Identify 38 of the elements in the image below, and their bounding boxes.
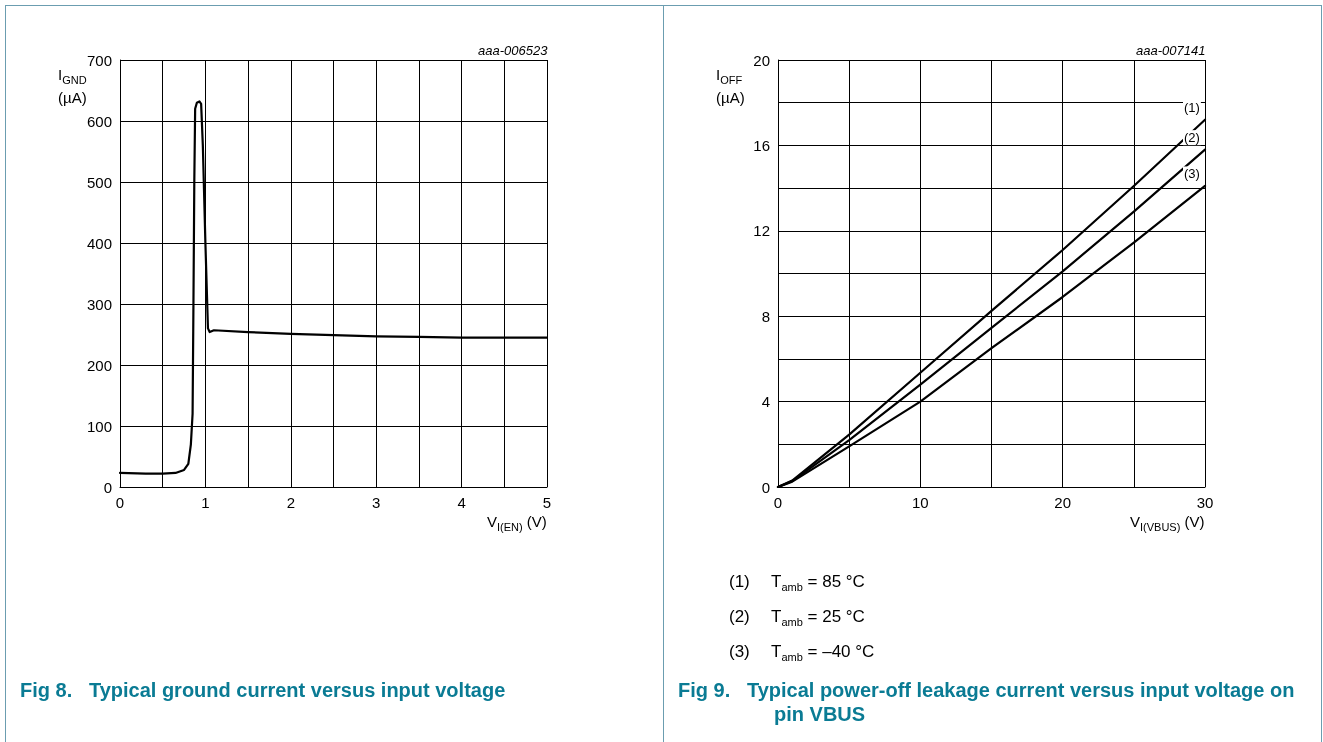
text: aaa-006523 [478, 42, 548, 59]
text: aaa-007141 [1136, 42, 1206, 59]
y-tick-label: 16 [753, 136, 770, 154]
y-tick-label: 8 [761, 307, 770, 325]
y-tick-label: 600 [86, 112, 112, 130]
y-tick-label: 100 [86, 417, 112, 435]
y-tick-label: 20 [753, 51, 770, 69]
x-tick-label: 4 [457, 494, 466, 511]
text: (1) T$_{amb}$ = 85 °C [729, 572, 865, 594]
y-tick-label: 12 [753, 222, 770, 240]
y-axis-title: I$_{GND}$ (µA) [58, 66, 87, 106]
y-tick-label: 700 [86, 51, 112, 69]
x-tick-label: 1 [201, 494, 210, 511]
y-tick-label: 200 [86, 356, 112, 374]
x-tick-label: 0 [115, 494, 125, 511]
text: Fig 8. Typical ground current versus input voltage [20, 678, 507, 702]
y-tick-label: 4 [761, 393, 770, 411]
text: (2) T$_{amb}$ = 25 °C [729, 607, 865, 629]
y-tick-label: 400 [86, 234, 112, 252]
x-tick-label: 2 [286, 494, 295, 511]
y-tick-label: 0 [761, 478, 770, 496]
text: (3) T$_{amb}$ = –40 °C [729, 642, 875, 664]
y-axis-title: I$_{OFF}$ (µA) [716, 66, 745, 106]
y-tick-label: 500 [86, 173, 112, 191]
y-tick-label: 0 [103, 478, 112, 496]
x-tick-label: 30 [1196, 494, 1214, 511]
x-tick-label: 20 [1054, 494, 1072, 511]
x-tick-label: 10 [911, 494, 929, 511]
series-label: (2) [1184, 130, 1200, 146]
x-tick-label: 5 [542, 494, 552, 511]
text: Fig 9. Typical power-off leakage current versus input voltage on pin VBUS [678, 678, 1296, 726]
x-tick-label: 0 [773, 494, 783, 511]
x-tick-label: 3 [372, 494, 381, 511]
x-axis-title: V$_{I(EN)}$ (V) [487, 513, 547, 535]
y-tick-label: 300 [86, 295, 112, 313]
x-axis-title: V$_{I(VBUS)}$ (V) [1130, 513, 1205, 535]
series-label: (1) [1184, 100, 1200, 116]
series-label: (3) [1184, 166, 1200, 182]
